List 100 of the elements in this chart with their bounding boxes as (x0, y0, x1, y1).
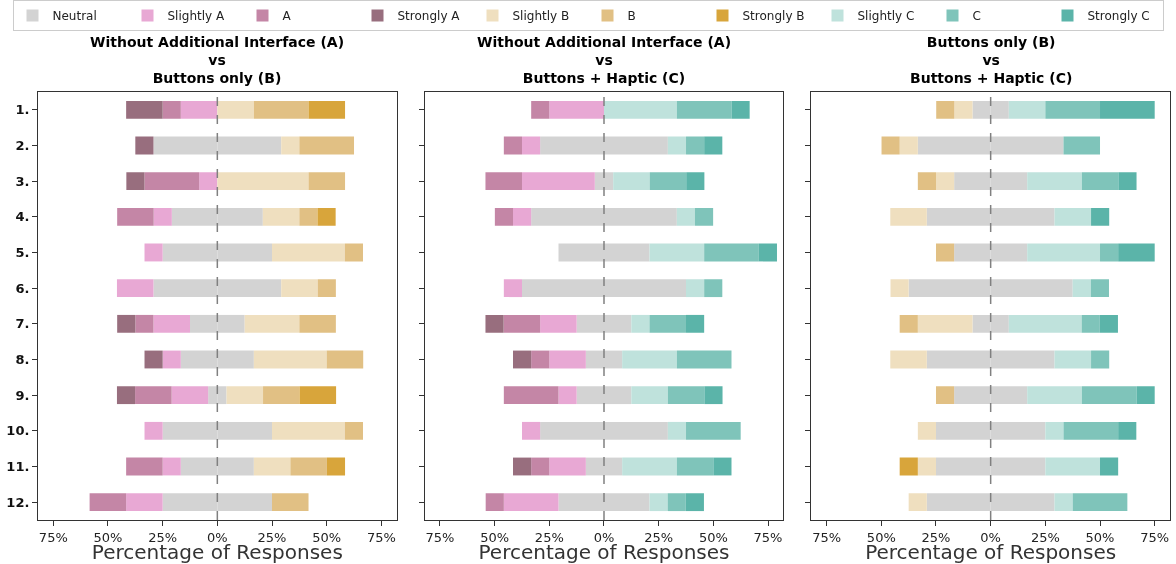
bar (1072, 493, 1128, 512)
bar (171, 386, 209, 405)
bar (704, 279, 723, 298)
bar (890, 279, 909, 298)
bar (513, 457, 532, 476)
bar (144, 350, 163, 369)
bar (135, 136, 154, 155)
chart-title: Without Additional Interface (A) vs Buttons only (B) (90, 34, 345, 87)
y-tick-label: 12. (6, 494, 30, 510)
bar (899, 457, 918, 476)
bar (162, 100, 181, 119)
x-tick-label: 50% (1085, 529, 1115, 545)
bar (549, 350, 586, 369)
x-tick-label: 0% (207, 529, 228, 545)
bar (281, 279, 318, 298)
bar (199, 172, 218, 191)
x-tick-label: 75% (1140, 529, 1170, 545)
bar (272, 493, 309, 512)
bar (935, 243, 955, 262)
bar (308, 100, 346, 119)
bar (1081, 386, 1137, 405)
bar (954, 100, 973, 119)
bar (126, 457, 163, 476)
bar (513, 350, 532, 369)
bar (485, 172, 522, 191)
x-tick-label: 75% (753, 529, 783, 545)
bar (1091, 350, 1110, 369)
bar (281, 136, 300, 155)
bar (890, 207, 927, 226)
bar (1054, 207, 1092, 226)
y-tick-label: 4. (15, 209, 30, 225)
x-tick-label: 25% (257, 529, 287, 545)
bar (135, 314, 154, 333)
bar (899, 314, 918, 333)
bar (935, 386, 955, 405)
bar (503, 279, 522, 298)
bar (631, 314, 650, 333)
bar (485, 314, 504, 333)
bar (299, 207, 318, 226)
bar (686, 314, 705, 333)
bar (1081, 314, 1100, 333)
bar (317, 207, 336, 226)
bar (494, 207, 514, 226)
bar (667, 421, 687, 440)
bar (153, 207, 172, 226)
bar (676, 207, 695, 226)
bar (613, 172, 650, 191)
x-tick-label: 50% (480, 529, 510, 545)
bar (521, 136, 541, 155)
bar (117, 207, 154, 226)
bar (1118, 172, 1137, 191)
bar (144, 421, 163, 440)
bar (704, 386, 723, 405)
bar (144, 243, 163, 262)
bar (503, 386, 559, 405)
bar (153, 314, 190, 333)
bar (558, 386, 577, 405)
bar (649, 172, 687, 191)
bar (685, 493, 704, 512)
bar (1027, 386, 1082, 405)
bar (1063, 421, 1119, 440)
bar (1100, 457, 1119, 476)
bar (549, 100, 604, 119)
bar (649, 493, 668, 512)
bar (1045, 421, 1064, 440)
bar (531, 457, 550, 476)
bar (1027, 243, 1101, 262)
y-tick-label: 8. (15, 352, 30, 368)
legend-label: Slightly C (857, 9, 915, 24)
bar (604, 100, 677, 119)
bar (1008, 314, 1082, 333)
bar (135, 386, 172, 405)
bar (326, 457, 346, 476)
bar (317, 279, 336, 298)
y-tick-label: 3. (15, 173, 30, 189)
x-tick-label: 50% (866, 529, 896, 545)
bar (686, 136, 705, 155)
bar (521, 421, 541, 440)
x-tick-label: 50% (698, 529, 728, 545)
x-tick-label: 25% (148, 529, 178, 545)
bar (244, 314, 300, 333)
y-tick-label: 6. (15, 280, 30, 296)
bar (1136, 386, 1155, 405)
bar (299, 136, 355, 155)
bar (622, 350, 677, 369)
bar (1091, 207, 1110, 226)
bar (1027, 172, 1082, 191)
bar (344, 421, 363, 440)
x-tick-label: 25% (534, 529, 564, 545)
bar (126, 493, 163, 512)
bar (513, 207, 532, 226)
x-tick-label: 25% (644, 529, 674, 545)
bar (676, 350, 732, 369)
bar (1072, 279, 1091, 298)
bar (631, 386, 668, 405)
x-tick-label: 0% (980, 529, 1001, 545)
legend-label: Neutral (52, 9, 97, 24)
y-tick-label: 10. (6, 423, 30, 439)
bar (290, 457, 327, 476)
bar (676, 457, 714, 476)
